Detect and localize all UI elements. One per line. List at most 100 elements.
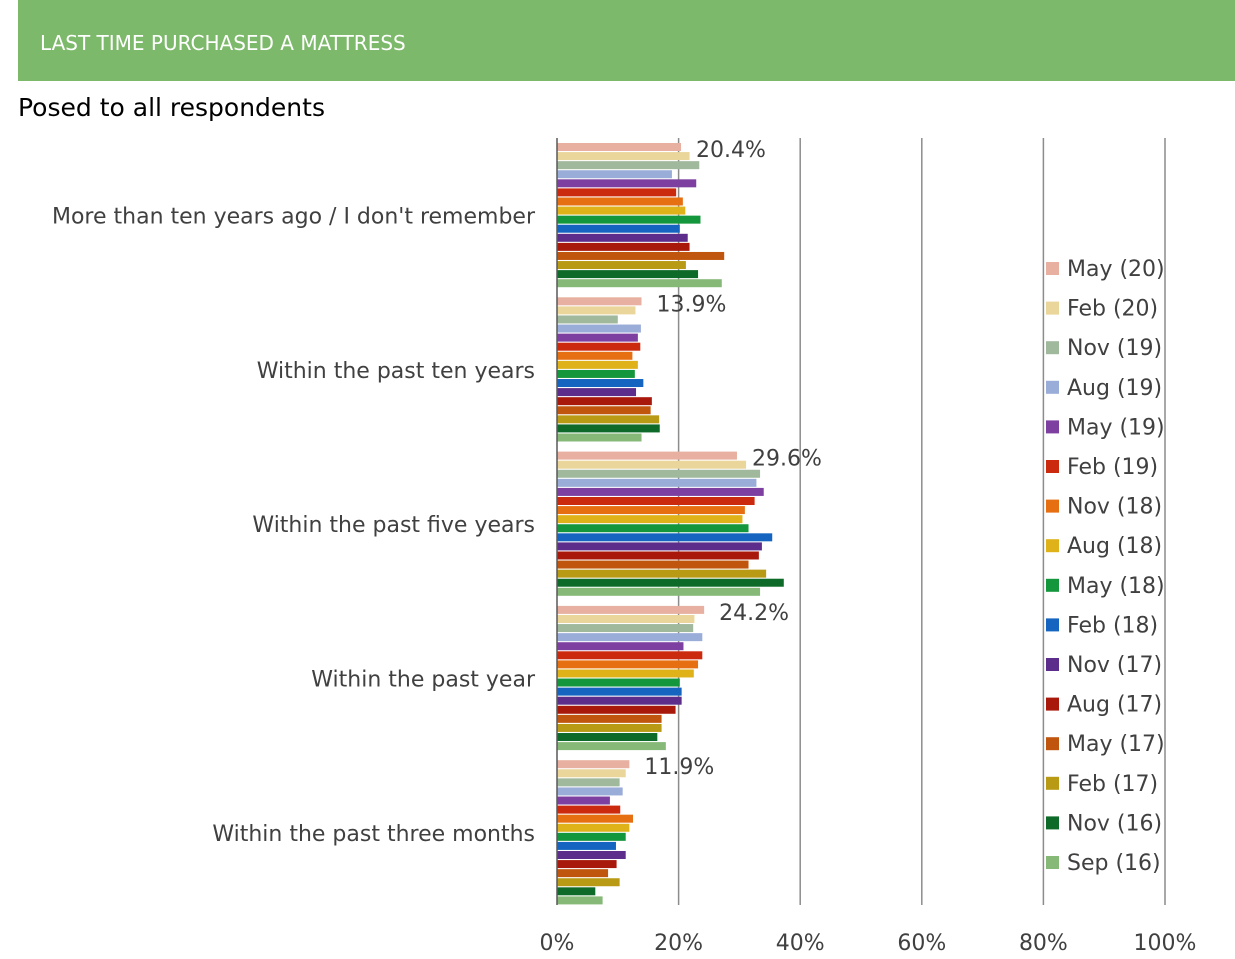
bar — [557, 587, 761, 596]
bar — [557, 769, 626, 778]
bar — [557, 379, 644, 388]
bar — [557, 460, 747, 469]
chart-title: LAST TIME PURCHASED A MATTRESS — [40, 31, 406, 55]
title-banner: LAST TIME PURCHASED A MATTRESS — [18, 0, 1235, 81]
bar — [557, 796, 610, 805]
bar — [557, 224, 680, 233]
bar — [557, 270, 699, 279]
legend-label: May (20) — [1067, 257, 1165, 282]
legend-label: May (19) — [1067, 415, 1165, 440]
bar — [557, 297, 642, 306]
data-labels: 20.4% 13.9% 29.6% 24.2% 11.9% — [644, 138, 822, 780]
bar — [557, 578, 784, 587]
legend-swatch — [1046, 341, 1059, 355]
category-labels: More than ten years ago / I don't rememb… — [52, 205, 536, 847]
bar — [557, 170, 672, 179]
data-label: 29.6% — [752, 447, 822, 472]
legend-swatch — [1046, 301, 1059, 315]
bar — [557, 651, 703, 660]
data-label: 13.9% — [657, 292, 727, 317]
data-label: 24.2% — [719, 601, 789, 626]
bar — [557, 497, 755, 505]
bar — [557, 805, 621, 814]
legend-swatch — [1046, 776, 1059, 790]
bar — [557, 524, 749, 533]
bar — [557, 469, 761, 478]
category-label: Within the past ten years — [257, 359, 535, 384]
bar — [557, 351, 633, 360]
bar — [557, 678, 680, 687]
legend-label: Nov (16) — [1067, 811, 1162, 836]
data-label: 11.9% — [644, 755, 714, 780]
x-tick-label: 40% — [776, 931, 825, 956]
bar — [557, 633, 703, 642]
bar — [557, 760, 630, 769]
bar — [557, 778, 620, 787]
bar — [557, 487, 764, 496]
bar — [557, 814, 633, 823]
bar — [557, 333, 638, 342]
legend-label: Feb (18) — [1067, 613, 1158, 638]
legend-swatch — [1046, 816, 1059, 830]
bar — [557, 542, 762, 551]
bar — [557, 787, 623, 796]
bar — [557, 533, 773, 542]
bar — [557, 551, 759, 560]
bar — [557, 424, 660, 433]
x-tick-label: 20% — [654, 931, 703, 956]
bar — [557, 279, 722, 288]
bar — [557, 161, 700, 170]
legend-label: Aug (19) — [1067, 376, 1162, 401]
legend-label: Nov (18) — [1067, 495, 1162, 520]
bar — [557, 624, 694, 633]
legend-swatch — [1046, 262, 1059, 275]
legend-swatch — [1046, 380, 1059, 394]
bar — [557, 143, 682, 151]
category-label: Within the past five years — [252, 513, 535, 538]
legend-label: Sep (16) — [1067, 851, 1161, 876]
legend-swatch — [1046, 856, 1059, 869]
bar — [557, 324, 641, 333]
bar — [557, 896, 603, 905]
bar — [557, 261, 686, 270]
legend-label: Aug (17) — [1067, 693, 1162, 718]
chart-subtitle: Posed to all respondents — [18, 93, 325, 122]
legend-label: Nov (17) — [1067, 653, 1162, 678]
bar — [557, 733, 658, 742]
bar — [557, 851, 626, 859]
category-label: More than ten years ago / I don't rememb… — [52, 205, 536, 230]
bar — [557, 360, 638, 369]
x-tick-label: 60% — [897, 931, 946, 956]
bar — [557, 887, 596, 896]
bar — [557, 642, 684, 651]
bar — [557, 152, 690, 161]
bar — [557, 397, 652, 406]
legend-label: May (17) — [1067, 732, 1165, 757]
legend-swatch — [1046, 658, 1059, 671]
gridlines — [677, 138, 1166, 905]
legend-swatch — [1046, 420, 1059, 434]
bar — [557, 342, 641, 351]
legend-label: Feb (20) — [1067, 297, 1158, 322]
bar — [557, 306, 636, 315]
legend-swatch — [1046, 499, 1059, 513]
bar — [557, 451, 737, 460]
legend-label: Aug (18) — [1067, 534, 1162, 559]
bar — [557, 433, 642, 442]
legend-label: Feb (17) — [1067, 772, 1158, 797]
bar — [557, 878, 620, 887]
legend-swatch — [1046, 578, 1059, 592]
bar — [557, 860, 617, 869]
bar — [557, 369, 635, 378]
bar — [557, 315, 618, 324]
bar — [557, 415, 660, 424]
bar — [557, 614, 695, 623]
x-tick-labels: 0% 20% 40% 60% 80% 100% — [540, 931, 1197, 956]
legend-label: Nov (19) — [1067, 336, 1162, 361]
bar — [557, 696, 682, 705]
bar — [557, 714, 662, 723]
legend-swatch — [1046, 618, 1059, 632]
bar — [557, 179, 697, 188]
data-label: 20.4% — [696, 138, 766, 163]
